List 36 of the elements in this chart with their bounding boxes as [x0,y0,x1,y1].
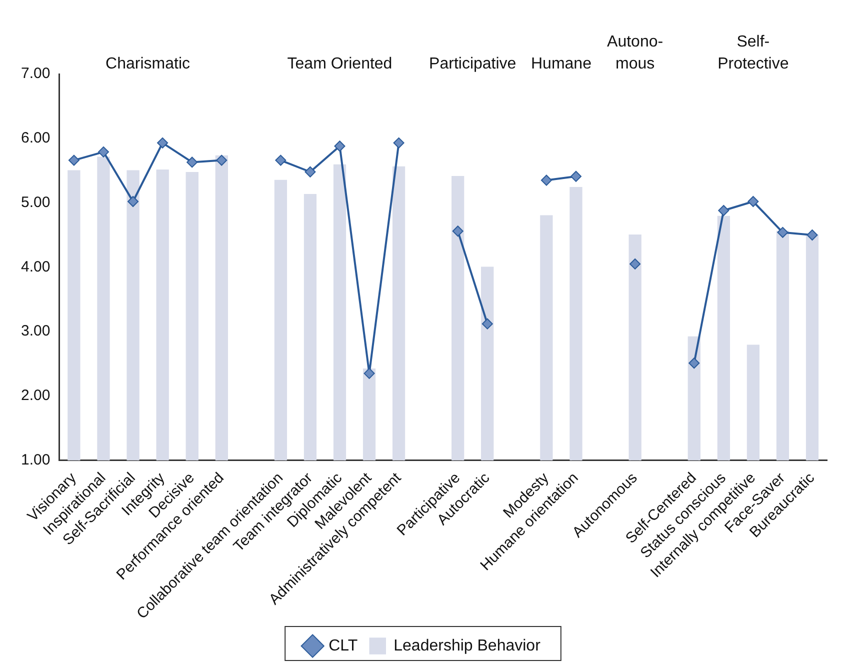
point [304,166,316,178]
point [157,137,168,148]
point [334,140,346,152]
point [98,146,109,158]
point [482,318,493,330]
text: Self- Protective [718,33,789,72]
y-tick-label: 1.00 [20,452,50,468]
point [128,196,139,207]
point [806,229,818,240]
point [216,154,228,166]
y-tick-label: 4.00 [20,258,50,276]
point [688,358,700,369]
text: Charismatic [106,55,190,72]
point [275,154,286,166]
point [718,205,730,216]
text: Participative [429,55,516,72]
y-tick-label: 2.00 [20,387,50,404]
text: Autono- mous [607,33,664,72]
legend-label: CLT [328,637,358,654]
point [630,258,641,270]
point [393,137,404,148]
y-tick-label: 5.00 [20,194,50,211]
point [452,226,464,237]
point [68,154,80,166]
point [570,170,582,182]
point [186,156,198,168]
text: Team Oriented [287,55,392,72]
point [777,226,788,238]
y-tick-label: 6.00 [20,130,50,147]
point [364,368,375,379]
point [540,174,552,186]
y-tick-label: 3.00 [20,322,50,340]
legend-label: Leadership Behavior [394,637,542,654]
point [748,196,759,207]
text: Humane [530,55,592,72]
y-tick-label: 7.00 [20,65,50,82]
